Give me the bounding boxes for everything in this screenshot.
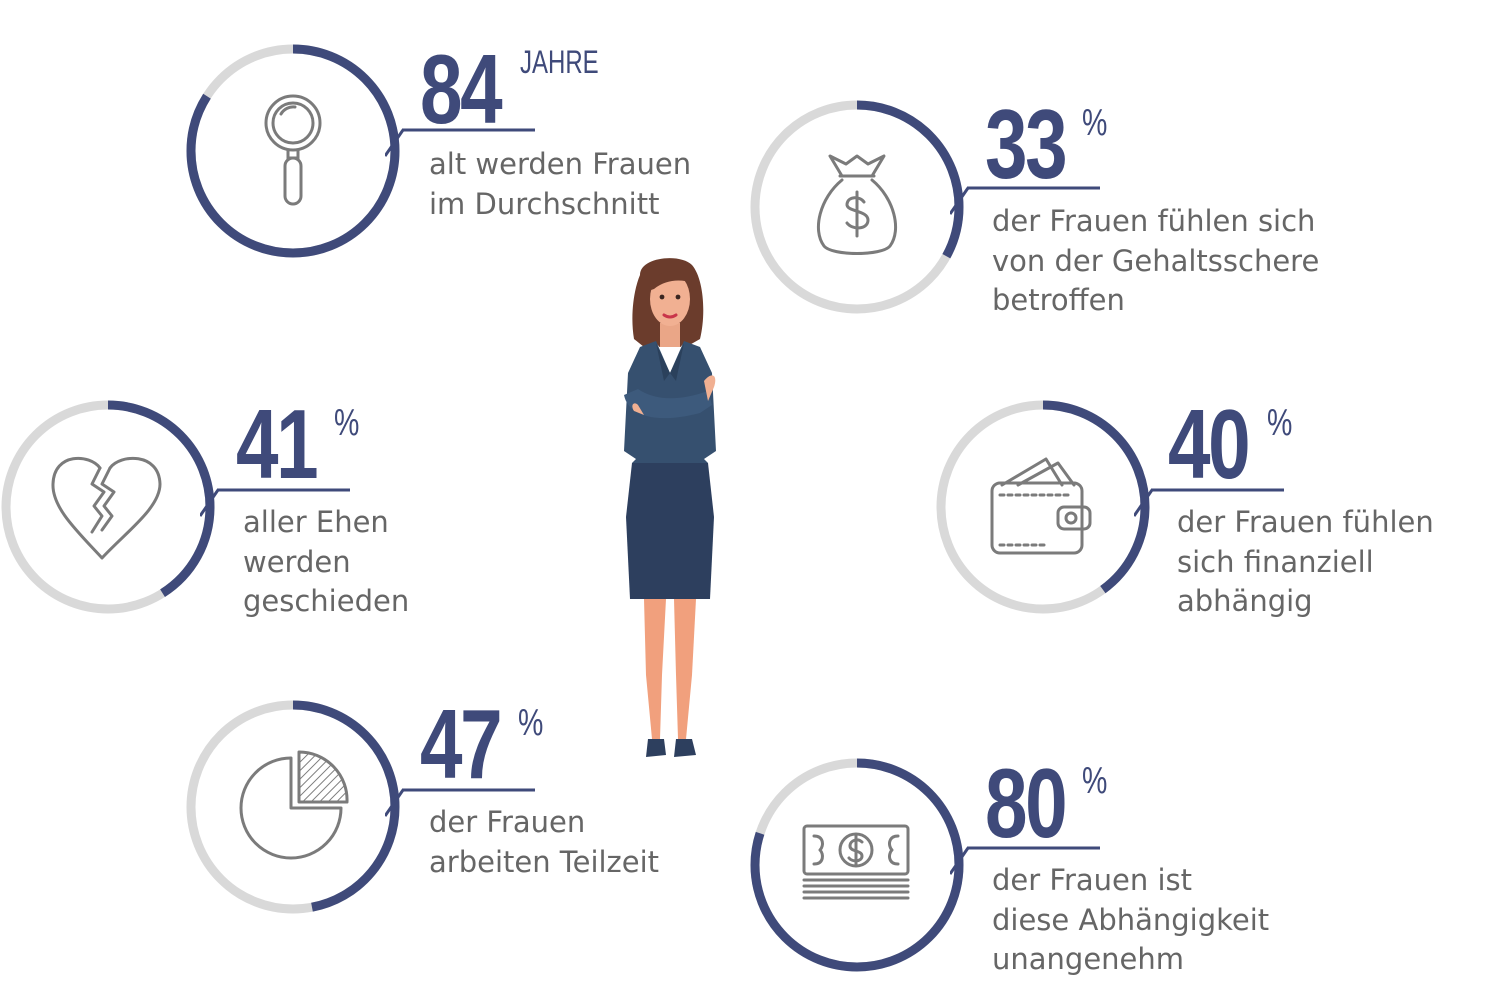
divider-line bbox=[950, 186, 1100, 215]
stat-unit: % bbox=[518, 702, 544, 744]
progress-ring bbox=[1, 400, 215, 614]
stat-unit: JAHRE bbox=[520, 44, 599, 80]
progress-arc bbox=[750, 758, 964, 972]
stat-value: 84 bbox=[420, 34, 503, 144]
stat-description: der Frauen fühlen sich finanziell abhäng… bbox=[1177, 505, 1434, 618]
progress-arc bbox=[750, 100, 964, 314]
stat-unit: % bbox=[1082, 102, 1108, 144]
divider-line bbox=[385, 788, 535, 817]
stat-description: der Frauen arbeiten Teilzeit bbox=[429, 805, 660, 879]
progress-arc bbox=[936, 400, 1150, 614]
broken-heart-icon bbox=[51, 456, 162, 560]
divider-line bbox=[950, 846, 1100, 875]
stat-unit: % bbox=[1267, 402, 1293, 444]
progress-ring bbox=[750, 758, 964, 972]
stat-value: 80 bbox=[985, 748, 1068, 858]
progress-arc bbox=[186, 700, 400, 914]
cash-stack-icon bbox=[802, 824, 910, 900]
stat-unit: % bbox=[1082, 760, 1108, 802]
progress-arc bbox=[186, 44, 400, 258]
wallet-icon bbox=[990, 457, 1092, 555]
stat-description: der Frauen ist diese Abhängigkeit unange… bbox=[992, 863, 1270, 976]
divider-line bbox=[385, 128, 535, 157]
stat-value: 41 bbox=[236, 389, 319, 499]
divider-line bbox=[1134, 488, 1284, 517]
divider-line bbox=[200, 488, 350, 517]
magnifier-icon bbox=[264, 94, 322, 206]
progress-ring bbox=[936, 400, 1150, 614]
stat-description: der Frauen fühlen sich von der Gehaltssc… bbox=[992, 204, 1320, 317]
businesswoman-illustration bbox=[624, 258, 716, 757]
stat-unit: % bbox=[334, 402, 360, 444]
pie-chart-icon bbox=[239, 750, 349, 860]
progress-arc bbox=[1, 400, 215, 614]
progress-ring bbox=[186, 700, 400, 914]
stat-value: 33 bbox=[985, 89, 1068, 199]
stat-description: aller Ehen werden geschieden bbox=[243, 505, 410, 618]
money-bag-icon bbox=[816, 154, 898, 255]
stat-value: 47 bbox=[420, 689, 503, 799]
progress-ring bbox=[186, 44, 400, 258]
stat-value: 40 bbox=[1168, 389, 1251, 499]
stat-description: alt werden Frauen im Durchschnitt bbox=[429, 147, 692, 221]
progress-ring bbox=[750, 100, 964, 314]
